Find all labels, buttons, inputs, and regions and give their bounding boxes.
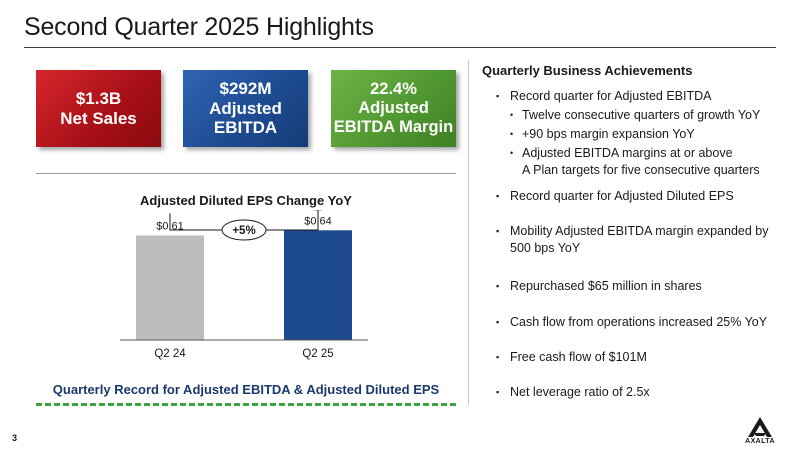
- achievement-item: ▪ Repurchased $65 million in shares: [496, 279, 702, 293]
- bullet-icon: ▪: [496, 352, 500, 362]
- achievement-item: ▪ Free cash flow of $101M: [496, 350, 647, 364]
- bullet-icon: ▪: [496, 387, 500, 397]
- vertical-divider: [468, 60, 469, 405]
- change-badge-label: +5%: [232, 225, 255, 237]
- kpi-margin-value: 22.4%: [370, 80, 417, 99]
- kpi-ebitda-label-2: EBITDA: [213, 118, 278, 138]
- page-number: 3: [12, 433, 18, 443]
- kpi-adjusted-ebitda: $292M Adjusted EBITDA: [183, 70, 308, 147]
- kpi-net-sales-label: Net Sales: [60, 108, 137, 128]
- axalta-logo-icon: [748, 417, 772, 437]
- bullet-icon: ▪: [496, 191, 500, 201]
- achievements-heading: Quarterly Business Achievements: [482, 63, 693, 78]
- bullet-icon: ▪: [496, 226, 500, 236]
- bullet-icon: •: [510, 110, 514, 120]
- bullet-icon: •: [510, 129, 514, 139]
- record-statement: Quarterly Record for Adjusted EBITDA & A…: [52, 382, 440, 397]
- kpi-net-sales: $1.3B Net Sales: [36, 70, 161, 147]
- category-label-q2-24: Q2 24: [154, 348, 186, 360]
- record-dashed-underline: [36, 403, 456, 406]
- bar-q2-24: [136, 235, 204, 340]
- bullet-icon: ▪: [496, 281, 500, 291]
- achievement-subitem: • Twelve consecutive quarters of growth Y…: [510, 108, 761, 122]
- achievement-item: ▪ Record quarter for Adjusted EBITDA: [496, 89, 712, 103]
- kpi-margin-label-2: EBITDA Margin: [333, 117, 454, 136]
- kpi-ebitda-label-1: Adjusted: [209, 98, 282, 118]
- page-title: Second Quarter 2025 Highlights: [24, 13, 374, 41]
- eps-bar-chart: $0.61 $0.64 Q2 24 Q2 25 +5%: [120, 210, 368, 360]
- change-badge: [221, 219, 267, 241]
- bullet-icon: •: [510, 148, 514, 158]
- achievement-subitem: • Adjusted EBITDA margins at or above A Pl…: [510, 146, 760, 177]
- bullet-icon: ▪: [496, 91, 500, 101]
- category-label-q2-25: Q2 25: [302, 348, 333, 360]
- bar-q2-25: [284, 230, 352, 340]
- kpi-margin-label-1: Adjusted: [358, 99, 429, 118]
- achievement-item: ▪ Cash flow from operations increased 25%…: [496, 315, 768, 329]
- achievement-subitem: • +90 bps margin expansion YoY: [510, 127, 695, 141]
- kpi-ebitda-margin: 22.4% Adjusted EBITDA Margin: [331, 70, 456, 147]
- achievement-item: ▪ Record quarter for Adjusted Diluted EPS: [496, 189, 734, 203]
- title-divider: [24, 47, 776, 48]
- achievement-item: ▪ Net leverage ratio of 2.5x: [496, 385, 650, 399]
- kpi-ebitda-value: $292M: [219, 79, 272, 99]
- logo-wordmark: AXALTA: [745, 438, 775, 445]
- kpi-net-sales-value: $1.3B: [75, 88, 122, 108]
- left-section-divider: [36, 173, 456, 174]
- bullet-icon: ▪: [496, 317, 500, 327]
- achievement-item: ▪ Mobility Adjusted EBITDA margin expande…: [496, 224, 769, 255]
- chart-title: Adjusted Diluted EPS Change YoY: [140, 193, 352, 208]
